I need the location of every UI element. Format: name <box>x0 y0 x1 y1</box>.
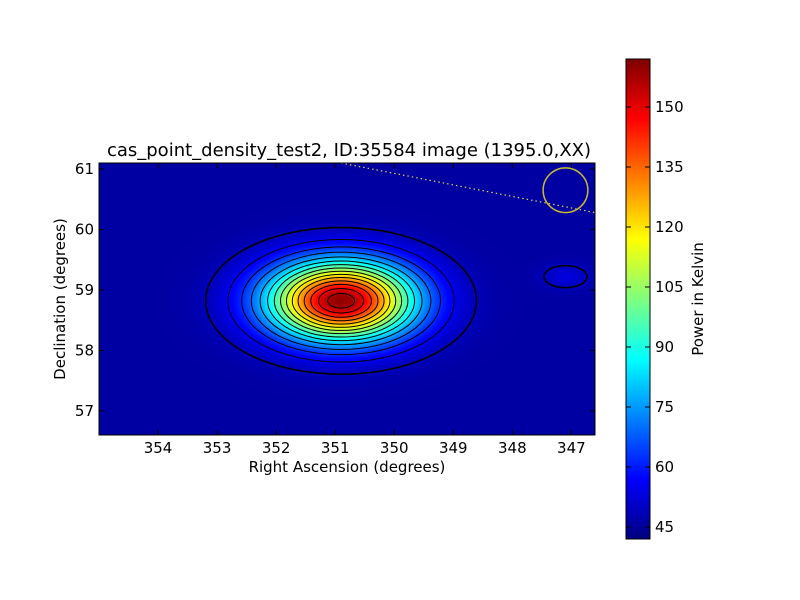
colorbar <box>625 58 651 540</box>
x-tick-label: 349 <box>439 439 468 457</box>
contour-line <box>303 280 379 322</box>
colorbar-ticks: 45 60 75 90 105 120 135 150 <box>626 98 684 536</box>
x-tick-label: 354 <box>144 439 173 457</box>
y-tick-label: 58 <box>75 341 94 359</box>
colorbar-tick-label: 105 <box>655 278 684 296</box>
contour-line <box>285 270 397 331</box>
colorbar-tick-label: 60 <box>655 458 674 476</box>
contour-line <box>543 264 588 289</box>
chart-title: cas_point_density_test2, ID:35584 image … <box>107 140 591 161</box>
colorbar-label: Power in Kelvin <box>689 242 707 356</box>
contour-line <box>297 277 385 325</box>
y-tick-label: 61 <box>75 160 94 178</box>
contour-line <box>259 256 423 346</box>
colorbar-tick-label: 120 <box>655 218 684 236</box>
y-tick-label: 57 <box>75 402 94 420</box>
heatmap-image <box>99 163 595 435</box>
contour-line <box>204 226 478 375</box>
contour-line <box>310 283 372 318</box>
contour-line <box>291 273 391 328</box>
contour-line <box>227 239 455 363</box>
x-axis-ticks: 354 353 352 351 350 349 348 347 <box>144 163 586 457</box>
beam-circle <box>542 167 589 214</box>
x-tick-label: 350 <box>380 439 409 457</box>
y-tick-label: 60 <box>75 220 94 238</box>
x-tick-label: 347 <box>557 439 586 457</box>
contour-line <box>317 288 365 314</box>
x-tick-label: 352 <box>262 439 291 457</box>
plot-frame <box>98 162 596 436</box>
contour-line <box>279 267 403 335</box>
overlays <box>340 163 595 214</box>
x-tick-label: 353 <box>203 439 232 457</box>
y-axis-ticks: 57 58 59 60 61 <box>75 160 595 420</box>
y-tick-label: 59 <box>75 281 94 299</box>
contour-line <box>327 293 356 309</box>
x-tick-label: 348 <box>498 439 527 457</box>
colorbar-tick-label: 75 <box>655 398 674 416</box>
contour-line <box>250 251 432 350</box>
contour-line <box>241 246 442 356</box>
contour-lines <box>204 226 588 375</box>
contour-line <box>267 260 416 342</box>
x-axis-label: Right Ascension (degrees) <box>249 458 446 476</box>
colorbar-tick-label: 150 <box>655 98 684 116</box>
colorbar-tick-label: 45 <box>655 518 674 536</box>
contour-line <box>273 264 409 338</box>
x-tick-label: 351 <box>321 439 350 457</box>
colorbar-tick-label: 135 <box>655 158 684 176</box>
colorbar-tick-label: 90 <box>655 338 674 356</box>
y-axis-label: Declination (degrees) <box>51 218 69 380</box>
